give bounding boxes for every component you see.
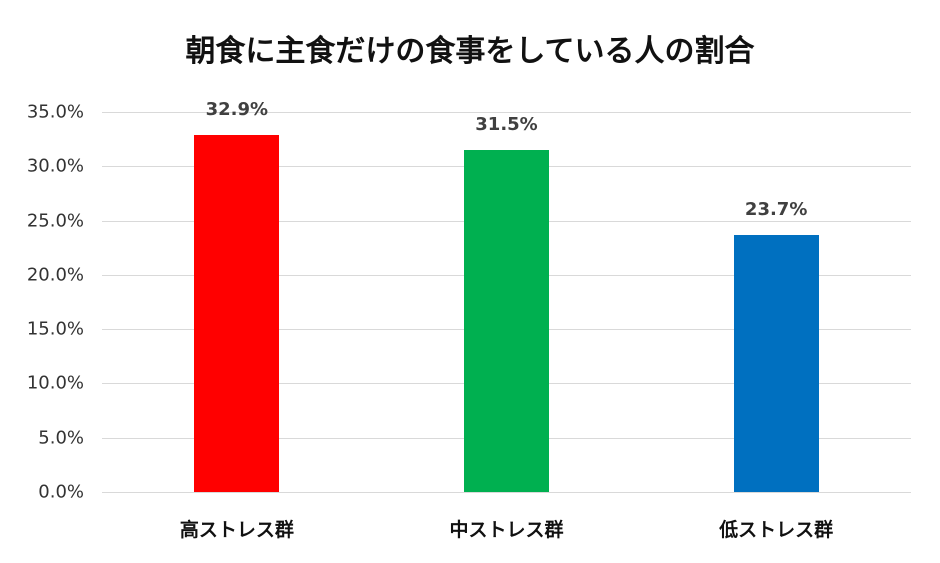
y-tick-label: 15.0% xyxy=(26,318,84,340)
data-label: 31.5% xyxy=(475,114,538,135)
x-tick-label: 高ストレス群 xyxy=(179,519,294,541)
x-tick-label: 低ストレス群 xyxy=(719,519,834,541)
y-tick-label: 25.0% xyxy=(26,210,84,232)
bar xyxy=(733,234,819,492)
y-tick-label: 35.0% xyxy=(26,101,84,123)
gridline xyxy=(102,112,911,113)
bar xyxy=(464,150,549,492)
y-tick-label: 20.0% xyxy=(26,264,84,286)
chart-title: 朝食に主食だけの食事をしている人の割合 xyxy=(185,34,755,69)
bar xyxy=(194,134,280,492)
plot-area: 32.9% 31.5% 23.7% xyxy=(102,99,911,493)
gridline xyxy=(102,492,911,493)
y-tick-label: 0.0% xyxy=(38,481,84,503)
y-tick-label: 10.0% xyxy=(26,372,84,394)
data-label: 23.7% xyxy=(744,198,808,220)
x-tick-label: 中ストレス群 xyxy=(449,519,564,541)
y-tick-label: 5.0% xyxy=(38,427,84,449)
data-label: 32.9% xyxy=(205,98,269,120)
y-tick-label: 30.0% xyxy=(26,155,84,177)
